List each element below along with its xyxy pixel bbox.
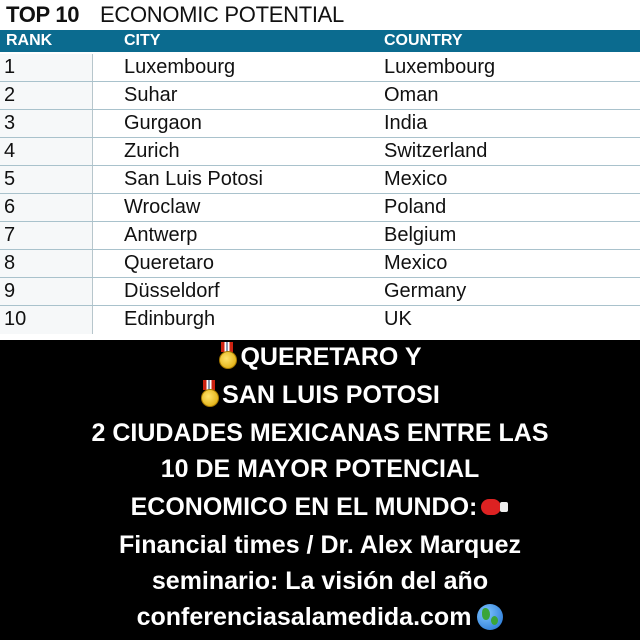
- caption-line-8: conferenciasalamedida.com: [0, 602, 640, 632]
- rank-cell: 1: [4, 56, 16, 78]
- country-cell: Mexico: [384, 168, 448, 190]
- caption-line-2: SAN LUIS POTOSI: [0, 380, 640, 410]
- rank-cell: 10: [4, 308, 27, 330]
- caption-line-4: 10 DE MAYOR POTENCIAL: [160, 455, 480, 483]
- city-cell: Düsseldorf: [124, 280, 220, 302]
- table-header-row: RANK CITY COUNTRY: [0, 30, 640, 52]
- header-country: COUNTRY: [384, 32, 463, 49]
- header-city: CITY: [124, 32, 161, 49]
- city-cell: Antwerp: [124, 224, 198, 246]
- country-cell: India: [384, 112, 428, 134]
- city-cell: Luxembourg: [124, 56, 236, 78]
- city-cell: Queretaro: [124, 252, 215, 274]
- table-row: 5 San Luis Potosi Mexico: [0, 166, 640, 194]
- caption-line-6: Financial times / Dr. Alex Marquez: [119, 531, 521, 559]
- rank-cell: 3: [4, 112, 16, 134]
- rank-cell: 5: [4, 168, 16, 190]
- header-rank: RANK: [6, 32, 53, 49]
- rank-cell: 9: [4, 280, 16, 302]
- globe-icon: [477, 604, 504, 630]
- city-cell: Wroclaw: [124, 196, 201, 218]
- table-row: 6 Wroclaw Poland: [0, 194, 640, 222]
- rank-cell: 7: [4, 224, 16, 246]
- table-row: 8 Queretaro Mexico: [0, 250, 640, 278]
- boxing-glove-icon: [481, 497, 509, 517]
- caption-line-1: QUERETARO Y: [0, 342, 640, 372]
- table-row: 4 Zurich Switzerland: [0, 138, 640, 166]
- caption-line-7: seminario: La visión del año: [151, 567, 489, 595]
- ranking-table: TOP 10 ECONOMIC POTENTIAL RANK CITY COUN…: [0, 0, 640, 340]
- table-row: 3 Gurgaon India: [0, 110, 640, 138]
- caption-text-1: QUERETARO Y: [240, 343, 422, 371]
- table-row: 1 Luxembourg Luxembourg: [0, 54, 640, 82]
- country-cell: Germany: [384, 280, 467, 302]
- medal-icon: [200, 380, 220, 407]
- country-cell: Luxembourg: [384, 56, 496, 78]
- table-row: 9 Düsseldorf Germany: [0, 278, 640, 306]
- rank-cell: 2: [4, 84, 16, 106]
- country-cell: Poland: [384, 196, 447, 218]
- country-cell: Belgium: [384, 224, 457, 246]
- rank-cell: 6: [4, 196, 16, 218]
- country-cell: UK: [384, 308, 412, 330]
- caption-block: QUERETARO Y SAN LUIS POTOSI 2 CIUDADES M…: [0, 340, 640, 640]
- caption-line-3: 2 CIUDADES MEXICANAS ENTRE LAS: [91, 419, 549, 447]
- medal-icon: [218, 342, 238, 369]
- title-bold: TOP 10: [6, 2, 80, 27]
- city-cell: Zurich: [124, 140, 180, 162]
- country-cell: Mexico: [384, 252, 448, 274]
- city-cell: Suhar: [124, 84, 178, 106]
- table-row: 7 Antwerp Belgium: [0, 222, 640, 250]
- country-cell: Switzerland: [384, 140, 488, 162]
- table-row: 10 Edinburgh UK: [0, 306, 640, 334]
- title-rest: ECONOMIC POTENTIAL: [100, 2, 344, 27]
- table-title: TOP 10 ECONOMIC POTENTIAL: [0, 0, 640, 30]
- caption-text-5: ECONOMICO EN EL MUNDO:: [130, 493, 478, 521]
- city-cell: San Luis Potosi: [124, 168, 263, 190]
- city-cell: Edinburgh: [124, 308, 216, 330]
- country-cell: Oman: [384, 84, 439, 106]
- rank-cell: 8: [4, 252, 16, 274]
- table-row: 2 Suhar Oman: [0, 82, 640, 110]
- city-cell: Gurgaon: [124, 112, 202, 134]
- website-link[interactable]: conferenciasalamedida.com: [136, 603, 472, 631]
- caption-line-5: ECONOMICO EN EL MUNDO:: [0, 492, 640, 522]
- caption-text-2: SAN LUIS POTOSI: [222, 381, 440, 409]
- rank-cell: 4: [4, 140, 16, 162]
